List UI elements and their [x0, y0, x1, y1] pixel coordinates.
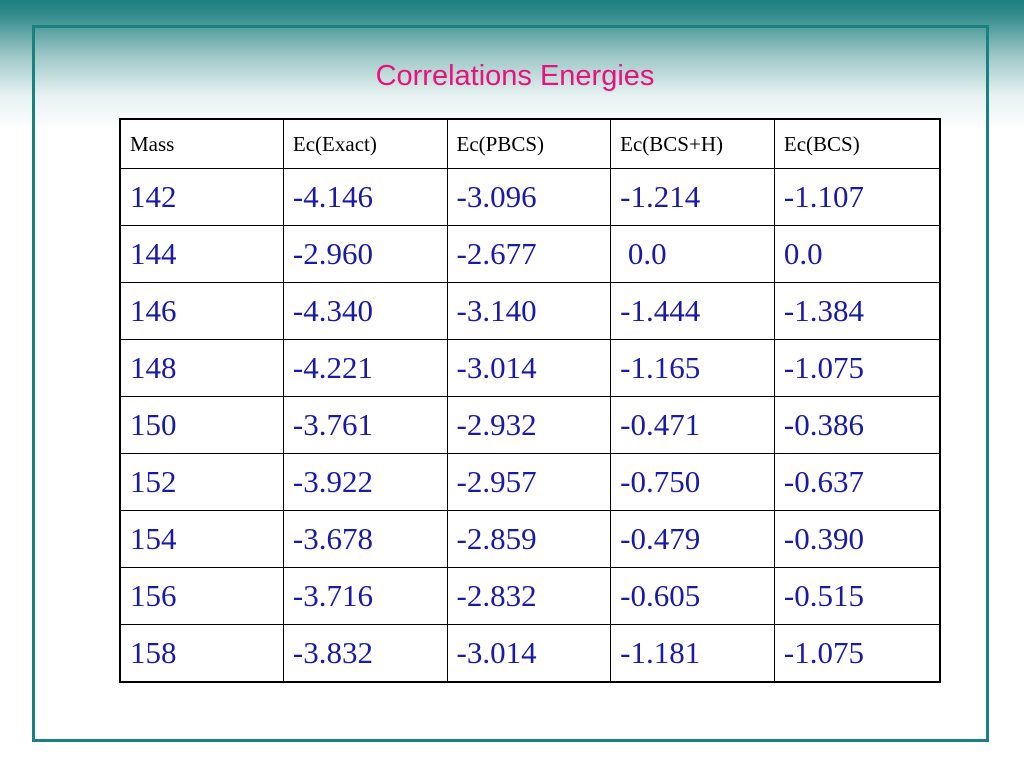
table-row: 158 -3.832 -3.014 -1.181 -1.075: [119, 624, 941, 683]
cell-mass: 148: [119, 339, 284, 397]
cell-ec-bcs: 0.0: [773, 225, 941, 283]
cell-mass: 150: [119, 396, 284, 454]
table-row: 144 -2.960 -2.677 0.0 0.0: [119, 225, 941, 283]
header-ec-bcs-h: Ec(BCS+H): [610, 118, 775, 169]
header-ec-bcs: Ec(BCS): [773, 118, 941, 169]
cell-ec-exact: -4.221: [282, 339, 448, 397]
table-row: 156 -3.716 -2.832 -0.605 -0.515: [119, 567, 941, 625]
table-header-row: Mass Ec(Exact) Ec(PBCS) Ec(BCS+H) Ec(BCS…: [119, 118, 941, 169]
header-mass: Mass: [119, 118, 284, 169]
table-row: 148 -4.221 -3.014 -1.165 -1.075: [119, 339, 941, 397]
cell-ec-bcs: -0.390: [773, 510, 941, 568]
slide-title: Correlations Energies: [375, 60, 655, 92]
cell-ec-pbcs: -3.014: [446, 339, 612, 397]
cell-ec-bcs-h: -0.605: [610, 567, 775, 625]
cell-ec-exact: -3.761: [282, 396, 448, 454]
cell-ec-pbcs: -2.932: [446, 396, 612, 454]
cell-ec-exact: -4.146: [282, 168, 448, 226]
cell-mass: 158: [119, 624, 284, 683]
table-row: 152 -3.922 -2.957 -0.750 -0.637: [119, 453, 941, 511]
cell-ec-bcs-h: -1.181: [610, 624, 775, 683]
cell-ec-pbcs: -2.832: [446, 567, 612, 625]
cell-ec-bcs: -0.637: [773, 453, 941, 511]
cell-mass: 146: [119, 282, 284, 340]
cell-ec-bcs: -1.107: [773, 168, 941, 226]
cell-ec-bcs: -0.515: [773, 567, 941, 625]
cell-mass: 152: [119, 453, 284, 511]
cell-ec-exact: -3.678: [282, 510, 448, 568]
header-ec-pbcs: Ec(PBCS): [446, 118, 612, 169]
cell-ec-pbcs: -3.096: [446, 168, 612, 226]
cell-ec-bcs-h: -1.214: [610, 168, 775, 226]
cell-mass: 154: [119, 510, 284, 568]
cell-ec-pbcs: -2.957: [446, 453, 612, 511]
cell-ec-bcs: -1.384: [773, 282, 941, 340]
cell-ec-bcs-h: 0.0: [610, 225, 775, 283]
cell-mass: 142: [119, 168, 284, 226]
cell-ec-bcs-h: -0.471: [610, 396, 775, 454]
cell-ec-exact: -4.340: [282, 282, 448, 340]
cell-ec-exact: -3.832: [282, 624, 448, 683]
cell-ec-pbcs: -3.014: [446, 624, 612, 683]
cell-mass: 144: [119, 225, 284, 283]
cell-ec-exact: -3.716: [282, 567, 448, 625]
cell-ec-bcs-h: -0.479: [610, 510, 775, 568]
cell-ec-pbcs: -2.859: [446, 510, 612, 568]
table-row: 150 -3.761 -2.932 -0.471 -0.386: [119, 396, 941, 454]
cell-ec-pbcs: -3.140: [446, 282, 612, 340]
cell-ec-bcs: -0.386: [773, 396, 941, 454]
cell-ec-bcs-h: -0.750: [610, 453, 775, 511]
correlation-energies-table: Mass Ec(Exact) Ec(PBCS) Ec(BCS+H) Ec(BCS…: [119, 118, 941, 683]
cell-ec-bcs-h: -1.444: [610, 282, 775, 340]
cell-ec-exact: -3.922: [282, 453, 448, 511]
slide-frame: [32, 25, 989, 742]
cell-ec-bcs: -1.075: [773, 624, 941, 683]
cell-ec-exact: -2.960: [282, 225, 448, 283]
cell-ec-bcs-h: -1.165: [610, 339, 775, 397]
cell-mass: 156: [119, 567, 284, 625]
table-row: 142 -4.146 -3.096 -1.214 -1.107: [119, 168, 941, 226]
table-row: 146 -4.340 -3.140 -1.444 -1.384: [119, 282, 941, 340]
table-row: 154 -3.678 -2.859 -0.479 -0.390: [119, 510, 941, 568]
cell-ec-pbcs: -2.677: [446, 225, 612, 283]
header-ec-exact: Ec(Exact): [282, 118, 448, 169]
cell-ec-bcs: -1.075: [773, 339, 941, 397]
